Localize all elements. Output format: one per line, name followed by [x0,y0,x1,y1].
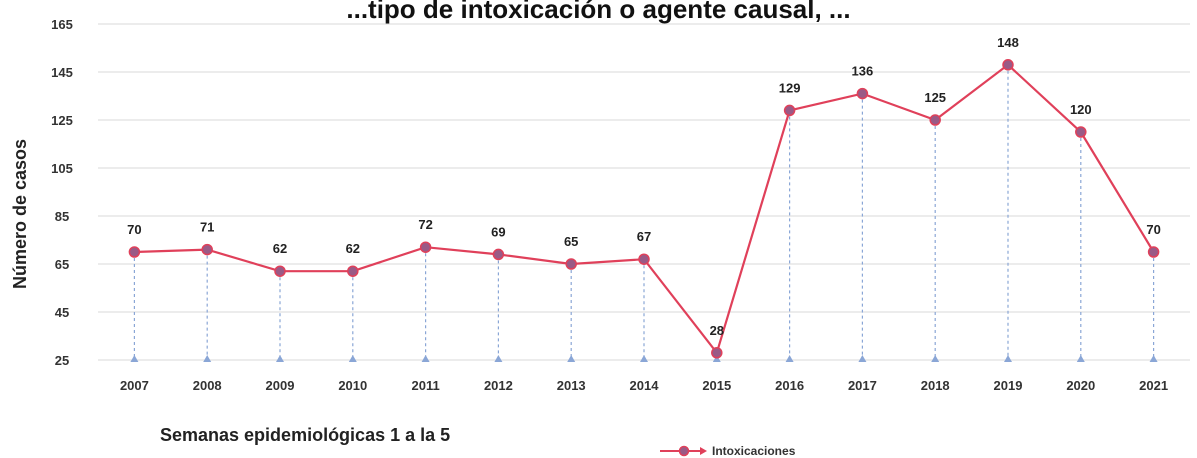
y-axis-title: Número de casos [10,139,30,289]
legend-label: Intoxicaciones [712,444,796,458]
data-point[interactable] [1002,59,1014,71]
x-tick-label: 2008 [193,378,222,393]
data-label: 148 [997,35,1019,50]
x-tick-label: 2016 [775,378,804,393]
x-tick-label: 2013 [557,378,586,393]
data-label: 70 [127,222,141,237]
drop-line-base-marker [931,355,940,362]
drop-line-base-marker [203,355,212,362]
x-tick-label: 2021 [1139,378,1168,393]
x-tick-label: 2011 [411,378,439,393]
x-tick-label: 2018 [921,378,950,393]
legend[interactable]: Intoxicaciones [660,444,796,458]
y-tick-label: 165 [51,17,73,32]
x-tick-label: 2017 [848,378,877,393]
legend-arrow-icon [700,447,707,455]
data-point[interactable] [783,104,796,117]
data-label: 67 [637,229,651,244]
legend-marker-icon [678,445,690,457]
x-tick-label: 2020 [1066,378,1095,393]
x-tick-label: 2019 [994,378,1023,393]
drop-line-base-marker [494,355,503,362]
data-label: 28 [710,323,724,338]
y-tick-label: 105 [51,161,73,176]
data-point[interactable] [565,258,577,270]
data-point[interactable] [201,243,213,256]
drop-line-base-marker [421,355,430,362]
data-point[interactable] [128,246,141,258]
drop-line-base-marker [1076,355,1085,362]
data-point[interactable] [1147,246,1160,258]
data-point[interactable] [1075,126,1087,138]
y-tick-label: 65 [55,257,69,272]
drop-line-base-marker [640,355,648,362]
y-axis-ticks: 25 45 65 85 105 125 145 165 [51,17,73,368]
data-label: 120 [1070,102,1092,117]
x-tick-label: 2009 [266,378,295,393]
x-tick-label: 2014 [630,378,660,393]
x-axis-ticks: 2007 2008 2009 2010 2011 2012 2013 2014 2015 2016… [120,378,1168,393]
drop-line-base-marker [858,355,867,362]
data-label: 62 [273,241,287,256]
x-tick-label: 2012 [484,378,513,393]
data-point[interactable] [929,114,941,126]
drop-line-base-marker [567,355,576,362]
data-label: 72 [418,217,432,232]
x-tick-label: 2015 [702,378,731,393]
data-label: 65 [564,234,578,249]
drop-line-base-marker [1004,355,1012,362]
drop-line-base-marker [130,355,139,362]
data-point[interactable] [711,347,723,359]
drop-line-base-marker [348,355,357,362]
x-tick-label: 2010 [338,378,367,393]
data-label: 136 [852,64,874,79]
y-tick-label: 85 [55,209,69,224]
data-label: 129 [779,80,801,95]
y-tick-label: 45 [55,305,69,320]
data-point[interactable] [274,265,286,277]
data-label: 125 [924,90,946,105]
series-group [128,59,1160,359]
data-point[interactable] [638,253,650,265]
data-point[interactable] [856,87,869,100]
drop-line-base-marker [785,355,794,362]
y-tick-label: 25 [55,353,69,368]
data-point[interactable] [492,248,505,261]
data-point[interactable] [419,241,432,253]
data-labels: 70 71 62 62 72 69 65 67 28 129 136 125 148 120 70 [127,35,1161,338]
y-tick-label: 145 [51,65,73,80]
data-label: 70 [1146,222,1160,237]
data-label: 69 [491,224,505,239]
chart-title: ...tipo de intoxicación o agente causal,… [346,0,851,24]
data-label: 71 [200,220,214,235]
y-tick-label: 125 [51,113,73,128]
drop-lines [130,64,1158,362]
drop-line-base-marker [276,355,284,362]
x-tick-label: 2007 [120,378,149,393]
chart-subtitle: Semanas epidemiológicas 1 a la 5 [160,425,450,445]
data-label: 62 [346,241,360,256]
data-point[interactable] [347,265,359,277]
drop-line-base-marker [1149,355,1158,362]
